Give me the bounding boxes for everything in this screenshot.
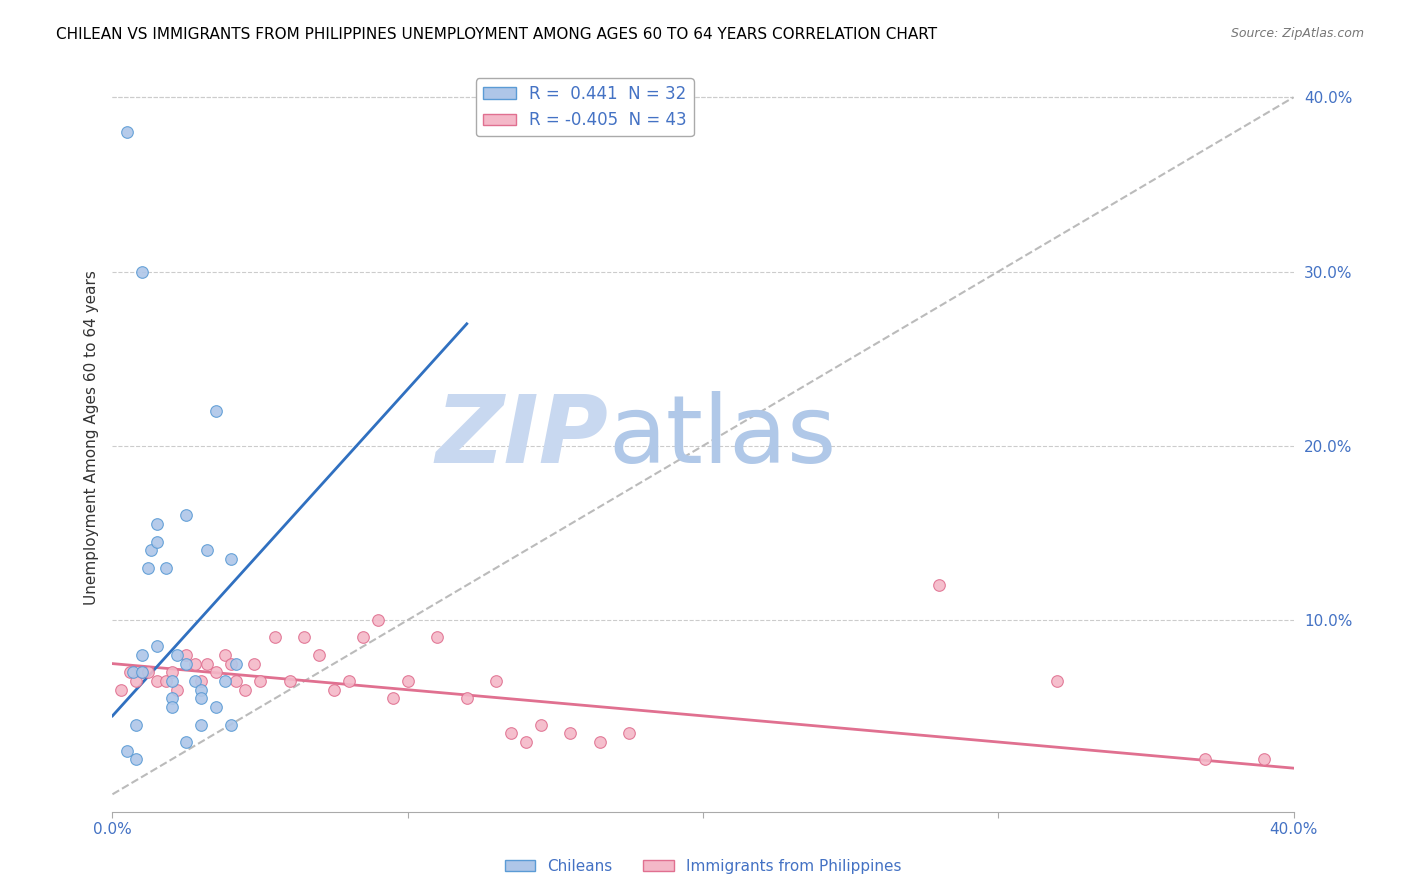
Point bbox=[219, 717, 242, 731]
Point bbox=[249, 673, 271, 688]
Point bbox=[426, 631, 449, 645]
Point bbox=[131, 648, 153, 662]
Point bbox=[131, 665, 153, 680]
Point bbox=[292, 631, 315, 645]
Point bbox=[160, 665, 183, 680]
Point bbox=[125, 717, 148, 731]
Point bbox=[619, 726, 641, 740]
Legend: Chileans, Immigrants from Philippines: Chileans, Immigrants from Philippines bbox=[499, 853, 907, 880]
Point bbox=[1253, 752, 1275, 766]
Point bbox=[166, 648, 188, 662]
Point bbox=[323, 682, 346, 697]
Point bbox=[214, 648, 236, 662]
Point bbox=[225, 673, 247, 688]
Point bbox=[337, 673, 360, 688]
Point bbox=[184, 673, 207, 688]
Point bbox=[125, 673, 148, 688]
Point bbox=[160, 673, 183, 688]
Point bbox=[278, 673, 301, 688]
Point bbox=[308, 648, 330, 662]
Y-axis label: Unemployment Among Ages 60 to 64 years: Unemployment Among Ages 60 to 64 years bbox=[83, 269, 98, 605]
Point bbox=[190, 691, 212, 706]
Point bbox=[174, 735, 197, 749]
Point bbox=[367, 613, 389, 627]
Point bbox=[146, 517, 169, 532]
Point bbox=[174, 508, 197, 523]
Point bbox=[146, 673, 169, 688]
Point bbox=[352, 631, 374, 645]
Point bbox=[205, 700, 228, 714]
Point bbox=[136, 561, 159, 575]
Point bbox=[243, 657, 266, 671]
Point bbox=[184, 657, 207, 671]
Text: Source: ZipAtlas.com: Source: ZipAtlas.com bbox=[1230, 27, 1364, 40]
Text: atlas: atlas bbox=[609, 391, 837, 483]
Point bbox=[485, 673, 508, 688]
Point bbox=[155, 561, 177, 575]
Point bbox=[382, 691, 405, 706]
Point bbox=[1194, 752, 1216, 766]
Point bbox=[110, 682, 132, 697]
Point bbox=[219, 657, 242, 671]
Point bbox=[190, 682, 212, 697]
Point bbox=[122, 665, 145, 680]
Point bbox=[264, 631, 287, 645]
Point bbox=[558, 726, 582, 740]
Point bbox=[1046, 673, 1069, 688]
Point bbox=[396, 673, 419, 688]
Point bbox=[166, 682, 188, 697]
Text: ZIP: ZIP bbox=[436, 391, 609, 483]
Point bbox=[214, 673, 236, 688]
Legend: R =  0.441  N = 32, R = -0.405  N = 43: R = 0.441 N = 32, R = -0.405 N = 43 bbox=[477, 78, 693, 136]
Point bbox=[139, 543, 162, 558]
Point bbox=[160, 700, 183, 714]
Point bbox=[120, 665, 142, 680]
Point bbox=[117, 125, 138, 139]
Point bbox=[529, 717, 551, 731]
Point bbox=[131, 665, 153, 680]
Point bbox=[125, 752, 148, 766]
Point bbox=[225, 657, 247, 671]
Point bbox=[195, 657, 218, 671]
Point bbox=[456, 691, 478, 706]
Text: CHILEAN VS IMMIGRANTS FROM PHILIPPINES UNEMPLOYMENT AMONG AGES 60 TO 64 YEARS CO: CHILEAN VS IMMIGRANTS FROM PHILIPPINES U… bbox=[56, 27, 938, 42]
Point bbox=[174, 657, 197, 671]
Point bbox=[190, 717, 212, 731]
Point bbox=[515, 735, 537, 749]
Point bbox=[501, 726, 523, 740]
Point bbox=[190, 673, 212, 688]
Point bbox=[160, 691, 183, 706]
Point bbox=[146, 639, 169, 653]
Point bbox=[219, 552, 242, 566]
Point bbox=[155, 673, 177, 688]
Point bbox=[195, 543, 218, 558]
Point bbox=[588, 735, 610, 749]
Point bbox=[205, 665, 228, 680]
Point bbox=[205, 404, 228, 418]
Point bbox=[233, 682, 256, 697]
Point bbox=[928, 578, 950, 592]
Point bbox=[146, 534, 169, 549]
Point bbox=[136, 665, 159, 680]
Point bbox=[117, 744, 138, 758]
Point bbox=[131, 264, 153, 278]
Point bbox=[174, 648, 197, 662]
